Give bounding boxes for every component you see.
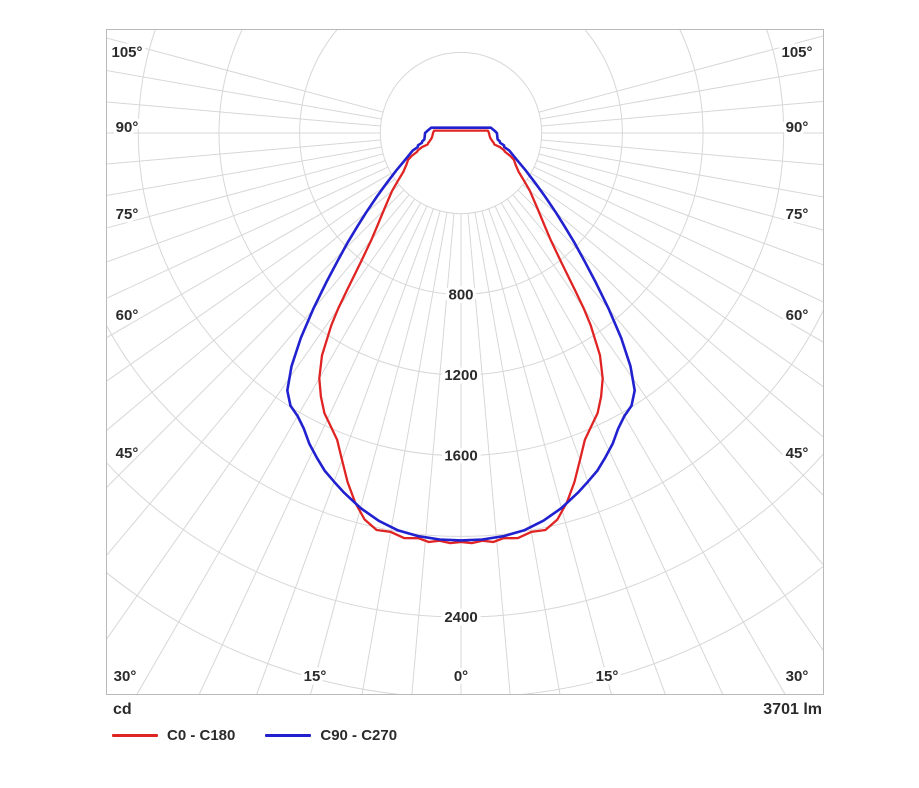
- radial-tick-label: 800: [448, 286, 473, 303]
- polar-grid-ray: [107, 172, 392, 338]
- polar-grid-ray: [536, 160, 823, 266]
- angle-tick-label: 105°: [111, 44, 142, 61]
- polar-grid-ray: [136, 202, 422, 694]
- angle-tick-label: 30°: [786, 668, 809, 685]
- radial-tick-label: 1600: [444, 448, 477, 465]
- polar-grid-ray: [256, 208, 434, 694]
- polar-grid-ray: [107, 37, 384, 113]
- polar-grid-ray: [107, 153, 384, 229]
- angle-tick-label: 60°: [786, 307, 809, 324]
- polar-grid-ray: [107, 178, 396, 382]
- legend: C0 - C180 C90 - C270: [112, 727, 397, 744]
- angle-tick-label: 0°: [454, 668, 468, 685]
- radial-unit-label: cd: [113, 701, 132, 718]
- polar-grid-ray: [411, 213, 455, 694]
- polar-grid-ray: [474, 212, 561, 694]
- angle-tick-label: 75°: [116, 206, 139, 223]
- polar-grid-ray: [467, 213, 511, 694]
- curve-c90-c270: [286, 126, 636, 542]
- polar-grid-ray: [310, 210, 441, 694]
- legend-label-c0-c180: C0 - C180: [167, 727, 236, 744]
- polar-grid-ray: [481, 210, 612, 694]
- polar-grid-ray: [538, 153, 823, 231]
- curve-c0-c180: [318, 129, 604, 545]
- polar-grid-ray: [107, 146, 382, 196]
- polar-grid-ray: [107, 70, 382, 120]
- polar-grid-ray: [198, 205, 428, 694]
- polar-grid-ray: [530, 172, 823, 343]
- polar-grid-ray: [540, 146, 823, 198]
- plot-border: [106, 29, 824, 695]
- polar-grid-ray: [522, 184, 823, 438]
- luminous-flux-value: 3701 lm: [763, 701, 822, 718]
- angle-tick-label: 60°: [116, 307, 139, 324]
- angle-tick-label: 75°: [786, 206, 809, 223]
- polar-grid-ray: [488, 208, 666, 694]
- radial-tick-label: 2400: [444, 609, 477, 626]
- polar-grid-ray: [538, 35, 823, 113]
- polar-grid-ray: [506, 198, 823, 651]
- polar-grid-ray: [107, 139, 381, 165]
- polar-grid-ray: [107, 160, 386, 263]
- angle-tick-label: 15°: [596, 668, 619, 685]
- angle-tick-label: 15°: [304, 668, 327, 685]
- angle-tick-label: 90°: [116, 119, 139, 136]
- polar-grid-ray: [526, 178, 823, 388]
- polar-grid-ray: [541, 139, 823, 166]
- c90-c270-line-swatch: [265, 734, 312, 737]
- polar-grid-ray: [494, 205, 724, 694]
- radial-tick-label: 1200: [444, 367, 477, 384]
- angle-tick-label: 45°: [116, 445, 139, 462]
- angle-tick-label: 30°: [114, 668, 137, 685]
- polar-grid-ray: [107, 189, 405, 488]
- polar-grid-ray: [107, 101, 381, 127]
- polar-grid-ray: [107, 198, 416, 640]
- polar-grid-ray: [517, 189, 823, 496]
- legend-item-c0-c180: C0 - C180: [112, 727, 235, 744]
- polar-grid-ray: [107, 166, 389, 299]
- polar-grid-ray: [500, 202, 786, 694]
- polar-grid-ray: [541, 100, 823, 127]
- c0-c180-line-swatch: [112, 734, 158, 737]
- angle-tick-label: 105°: [781, 44, 812, 61]
- angle-tick-label: 45°: [786, 445, 809, 462]
- angle-tick-label: 90°: [786, 119, 809, 136]
- legend-label-c90-c270: C90 - C270: [320, 727, 398, 744]
- polar-grid-ray: [540, 68, 823, 120]
- polar-grid-ray: [107, 184, 400, 431]
- legend-item-c90-c270: C90 - C270: [265, 727, 397, 744]
- polar-grid-ray: [361, 212, 448, 694]
- polar-grid-ray: [533, 166, 823, 303]
